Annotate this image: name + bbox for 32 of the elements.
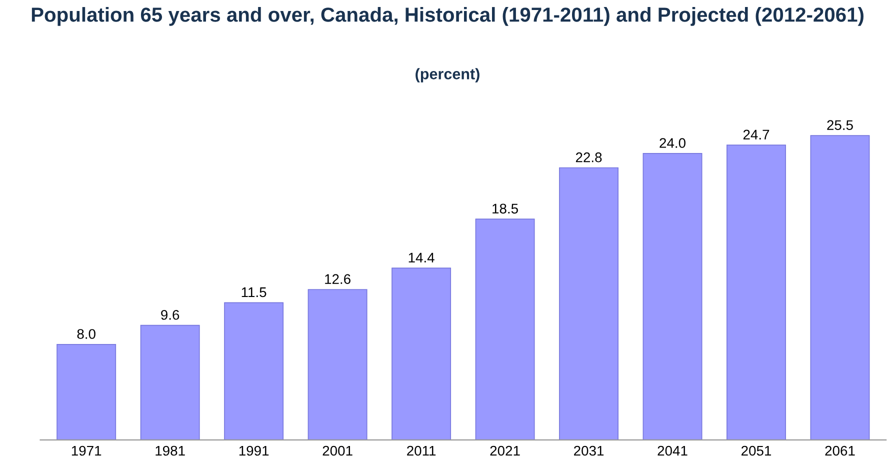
x-tick-label: 2001 [322, 446, 352, 456]
data-label: 22.8 [576, 152, 602, 162]
x-tick-label: 2041 [658, 446, 688, 456]
bar [224, 302, 284, 440]
bar [56, 344, 116, 440]
bar [559, 167, 618, 440]
bar [392, 268, 452, 440]
data-label: 24.0 [660, 138, 686, 148]
data-label: 11.5 [242, 287, 266, 298]
x-tick-label: 1981 [156, 446, 185, 456]
data-label: 12.6 [325, 274, 350, 284]
chart-title: Population 65 years and over, Canada, Historical (1971-2011) and Projected (2012-2061) [32, 7, 864, 26]
data-label: 9.6 [161, 310, 180, 320]
bar [726, 144, 786, 440]
data-label: 25.5 [827, 120, 853, 130]
data-label: 18.5 [492, 204, 518, 214]
bar [642, 153, 702, 440]
data-label: 24.7 [743, 130, 770, 140]
bar [140, 324, 200, 440]
data-label: 14.4 [408, 252, 434, 262]
x-tick-label: 2021 [490, 446, 520, 456]
x-tick-label: 2031 [574, 446, 604, 456]
chart-subtitle: (percent) [416, 68, 480, 82]
x-tick-label: 2061 [825, 446, 855, 456]
bar [810, 135, 870, 440]
x-tick-label: 1991 [239, 446, 269, 456]
bar [308, 289, 368, 440]
x-tick-label: 2051 [742, 446, 772, 456]
data-label: 8.0 [77, 329, 96, 339]
bar [475, 218, 535, 440]
x-tick-label: 1971 [72, 446, 102, 456]
x-tick-label: 2011 [407, 446, 436, 456]
